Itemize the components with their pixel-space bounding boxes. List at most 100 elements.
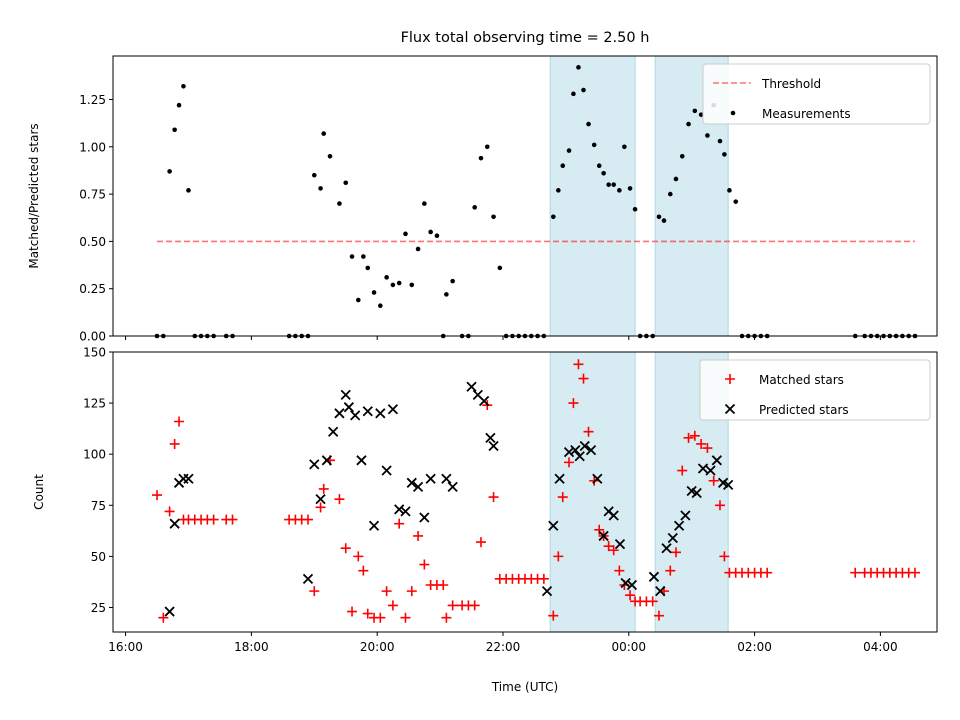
predicted-point	[419, 512, 430, 523]
y-tick-label: 150	[83, 346, 106, 360]
matched-point	[608, 545, 619, 556]
series-matched-stars	[152, 359, 920, 623]
predicted-point	[169, 518, 180, 529]
matched-point	[909, 567, 920, 578]
legend-box	[699, 359, 931, 421]
measurement-point	[378, 303, 383, 309]
matched-point	[557, 492, 568, 503]
predicted-point	[574, 451, 585, 462]
measurement-point	[491, 214, 496, 220]
measurement-point	[371, 290, 377, 295]
predicted-point	[412, 481, 424, 493]
predicted-point	[302, 573, 314, 584]
measurement-point	[596, 163, 602, 169]
measurement-point	[668, 191, 673, 197]
matched-point	[406, 586, 417, 597]
measurement-point	[176, 102, 182, 108]
matched-point	[670, 547, 681, 558]
x-tick-label: 04:00	[863, 640, 898, 654]
legend-measurement-swatch	[730, 110, 736, 116]
measurement-point	[327, 153, 333, 159]
predicted-point	[691, 487, 702, 499]
matched-point	[647, 596, 658, 607]
x-tick-label: 16:00	[108, 640, 143, 654]
predicted-point	[673, 520, 685, 531]
matched-point	[152, 490, 163, 501]
measurement-point	[727, 188, 732, 193]
y-tick-label: 25	[91, 601, 106, 615]
measurement-point	[434, 233, 440, 239]
matched-point	[603, 541, 614, 552]
measurement-point	[318, 186, 323, 191]
matched-point	[315, 502, 326, 513]
legend-predicted-swatch	[724, 403, 736, 415]
matched-point	[362, 608, 373, 619]
matched-point	[334, 494, 345, 505]
matched-point	[447, 600, 458, 611]
predicted-point	[614, 538, 626, 550]
matched-point	[174, 416, 185, 427]
matched-point	[594, 524, 605, 535]
matched-point	[553, 551, 564, 562]
y-tick-label: 75	[91, 499, 106, 513]
measurement-point	[321, 131, 327, 136]
y-tick-label: 0.75	[79, 188, 106, 202]
measurement-point	[497, 265, 503, 271]
predicted-point	[705, 465, 716, 476]
matched-point	[850, 567, 861, 578]
measurement-point	[581, 87, 586, 93]
predicted-point	[570, 444, 581, 456]
matched-point	[719, 551, 730, 562]
predicted-point	[478, 395, 490, 407]
y-tick-label: 125	[83, 397, 106, 411]
predicted-point	[592, 473, 603, 484]
predicted-point	[488, 440, 499, 452]
predicted-point	[321, 455, 332, 466]
predicted-point	[548, 520, 559, 531]
matched-point	[583, 426, 594, 437]
matched-point	[469, 600, 480, 611]
x-axis-title: Time (UTC)	[491, 680, 558, 694]
predicted-point	[626, 579, 638, 591]
measurement-point	[356, 297, 361, 303]
measurement-point	[679, 153, 685, 159]
measurement-point	[186, 188, 191, 193]
measurement-point	[686, 121, 691, 127]
y-axis-title: Count	[32, 474, 46, 510]
measurement-point	[622, 144, 627, 150]
measurement-point	[576, 65, 581, 70]
measurement-point	[591, 142, 597, 148]
matched-point	[358, 565, 369, 576]
predicted-point	[394, 504, 405, 515]
measurement-point	[692, 108, 698, 114]
legend: Matched stars Predicted stars	[699, 359, 931, 421]
measurement-point	[390, 282, 396, 288]
matched-point	[164, 506, 175, 517]
legend-label: Matched stars	[759, 373, 844, 387]
predicted-point	[541, 585, 553, 597]
measurement-point	[478, 155, 484, 161]
predicted-point	[697, 463, 709, 474]
x-tick-label: 00:00	[611, 640, 646, 654]
predicted-point	[375, 408, 386, 419]
matched-point	[689, 430, 700, 441]
predicted-point	[655, 585, 666, 597]
measurement-point	[167, 169, 172, 174]
measurement-point	[343, 180, 349, 186]
predicted-point	[381, 465, 392, 476]
matched-point	[387, 600, 398, 611]
matched-point	[302, 514, 313, 525]
predicted-point	[667, 532, 678, 544]
x-tick-label: 20:00	[360, 640, 395, 654]
predicted-point	[183, 473, 194, 484]
predicted-point	[447, 481, 458, 493]
measurement-point	[661, 218, 667, 223]
legend: Threshold Measurements	[702, 63, 931, 125]
y-tick-label: 1.25	[79, 93, 106, 107]
measurement-point	[403, 231, 408, 237]
measurement-point	[337, 201, 342, 206]
predicted-point	[620, 577, 631, 589]
matched-point	[475, 537, 486, 548]
predicted-point	[406, 477, 417, 488]
measurement-point	[656, 214, 662, 220]
